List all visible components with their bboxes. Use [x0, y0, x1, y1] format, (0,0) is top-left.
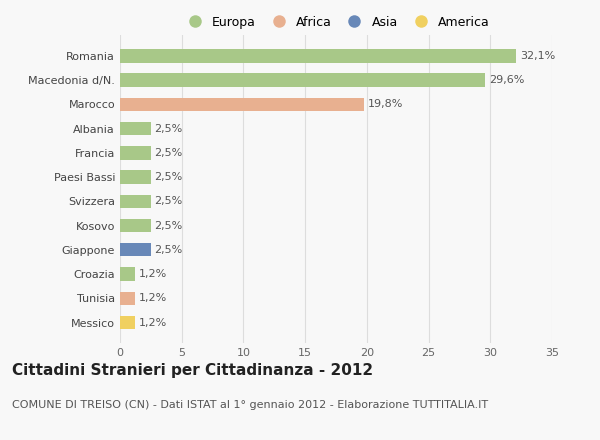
Bar — [120, 268, 135, 281]
Bar — [120, 146, 151, 160]
Text: 32,1%: 32,1% — [520, 51, 555, 61]
Bar — [120, 219, 151, 232]
Bar — [120, 98, 364, 111]
Bar — [120, 316, 135, 329]
Text: 2,5%: 2,5% — [155, 245, 183, 255]
Text: 29,6%: 29,6% — [489, 75, 524, 85]
Text: 2,5%: 2,5% — [155, 196, 183, 206]
Legend: Europa, Africa, Asia, America: Europa, Africa, Asia, America — [177, 11, 495, 33]
Bar — [120, 194, 151, 208]
Bar — [120, 243, 151, 257]
Text: 1,2%: 1,2% — [139, 318, 167, 327]
Text: 2,5%: 2,5% — [155, 124, 183, 134]
Bar — [120, 122, 151, 135]
Bar — [120, 292, 135, 305]
Text: Cittadini Stranieri per Cittadinanza - 2012: Cittadini Stranieri per Cittadinanza - 2… — [12, 363, 373, 378]
Text: 1,2%: 1,2% — [139, 293, 167, 303]
Bar — [120, 49, 516, 62]
Text: 1,2%: 1,2% — [139, 269, 167, 279]
Text: 2,5%: 2,5% — [155, 220, 183, 231]
Text: 2,5%: 2,5% — [155, 148, 183, 158]
Text: 19,8%: 19,8% — [368, 99, 403, 110]
Text: 2,5%: 2,5% — [155, 172, 183, 182]
Bar — [120, 170, 151, 184]
Bar — [120, 73, 485, 87]
Text: COMUNE DI TREISO (CN) - Dati ISTAT al 1° gennaio 2012 - Elaborazione TUTTITALIA.: COMUNE DI TREISO (CN) - Dati ISTAT al 1°… — [12, 400, 488, 411]
